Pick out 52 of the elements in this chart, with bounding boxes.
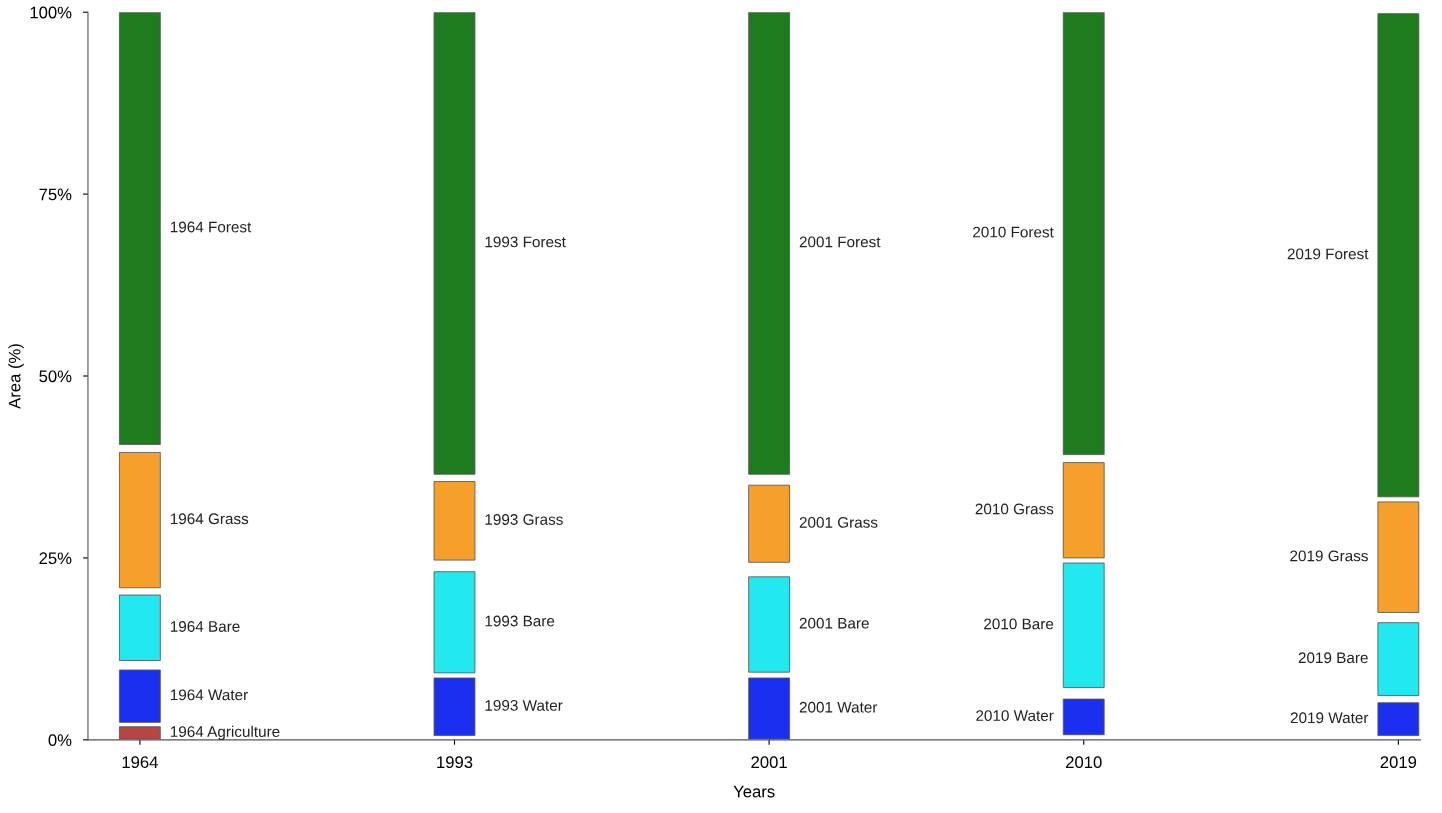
annotation: 2019 Forest: [1287, 248, 1369, 260]
x-tick-label: 2001: [751, 756, 787, 769]
annotation: 1993 Bare: [485, 615, 555, 627]
bar: [433, 677, 476, 736]
annotation: 2019 Bare: [1298, 652, 1368, 664]
bar: [1062, 698, 1105, 736]
annotation: 2019 Water: [1290, 712, 1369, 724]
annotation: 2001 Bare: [799, 617, 869, 629]
bar: [119, 451, 161, 589]
bar: [1377, 622, 1420, 696]
bar: [748, 12, 790, 475]
bar: [748, 484, 790, 563]
bar: [119, 669, 161, 723]
y-tick-label: 100%: [30, 6, 72, 19]
y-tick-label: 50%: [39, 370, 72, 383]
x-axis-title: Years: [733, 785, 775, 798]
bar: [1377, 13, 1420, 498]
annotation: 2010 Water: [976, 710, 1054, 722]
bar: [1062, 12, 1105, 456]
bar: [119, 594, 161, 661]
annotation: 2010 Forest: [973, 226, 1054, 238]
annotation: 1993 Grass: [485, 514, 563, 525]
x-tick-label: 2019: [1380, 756, 1417, 769]
annotation: 2010 Grass: [975, 503, 1054, 515]
y-tick-label: 0%: [48, 734, 72, 747]
annotation: 2001 Water: [799, 701, 878, 713]
y-tick-label: 75%: [39, 188, 72, 201]
bar: [433, 12, 476, 475]
y-tick-label: 25%: [39, 552, 72, 565]
annotation: 1964 Bare: [170, 621, 240, 632]
bar: [748, 576, 790, 673]
annotation: 1964 Grass: [170, 513, 249, 525]
annotation: 2019 Grass: [1290, 550, 1368, 562]
x-tick-label: 1993: [437, 756, 473, 769]
bar: [433, 571, 476, 674]
annotation: 2001 Forest: [799, 236, 881, 248]
annotation: 1993 Forest: [485, 236, 566, 248]
annotation: 2010 Bare: [984, 618, 1054, 630]
bar: [1377, 501, 1420, 613]
bar: [1062, 462, 1105, 559]
x-tick-label: 1964: [122, 756, 158, 769]
annotation: 2001 Grass: [799, 517, 878, 528]
bar: [1377, 702, 1420, 736]
annotation: 1964 Water: [170, 689, 248, 701]
annotation: 1993 Water: [485, 700, 563, 711]
annotation: 1964 Forest: [170, 221, 252, 233]
annotation: 1964 Agriculture: [170, 725, 280, 741]
y-axis-title: Area (%): [8, 344, 24, 409]
x-tick-label: 2010: [1066, 756, 1102, 769]
bar: [1062, 562, 1105, 688]
bar: [433, 481, 476, 561]
bar: [119, 12, 161, 445]
